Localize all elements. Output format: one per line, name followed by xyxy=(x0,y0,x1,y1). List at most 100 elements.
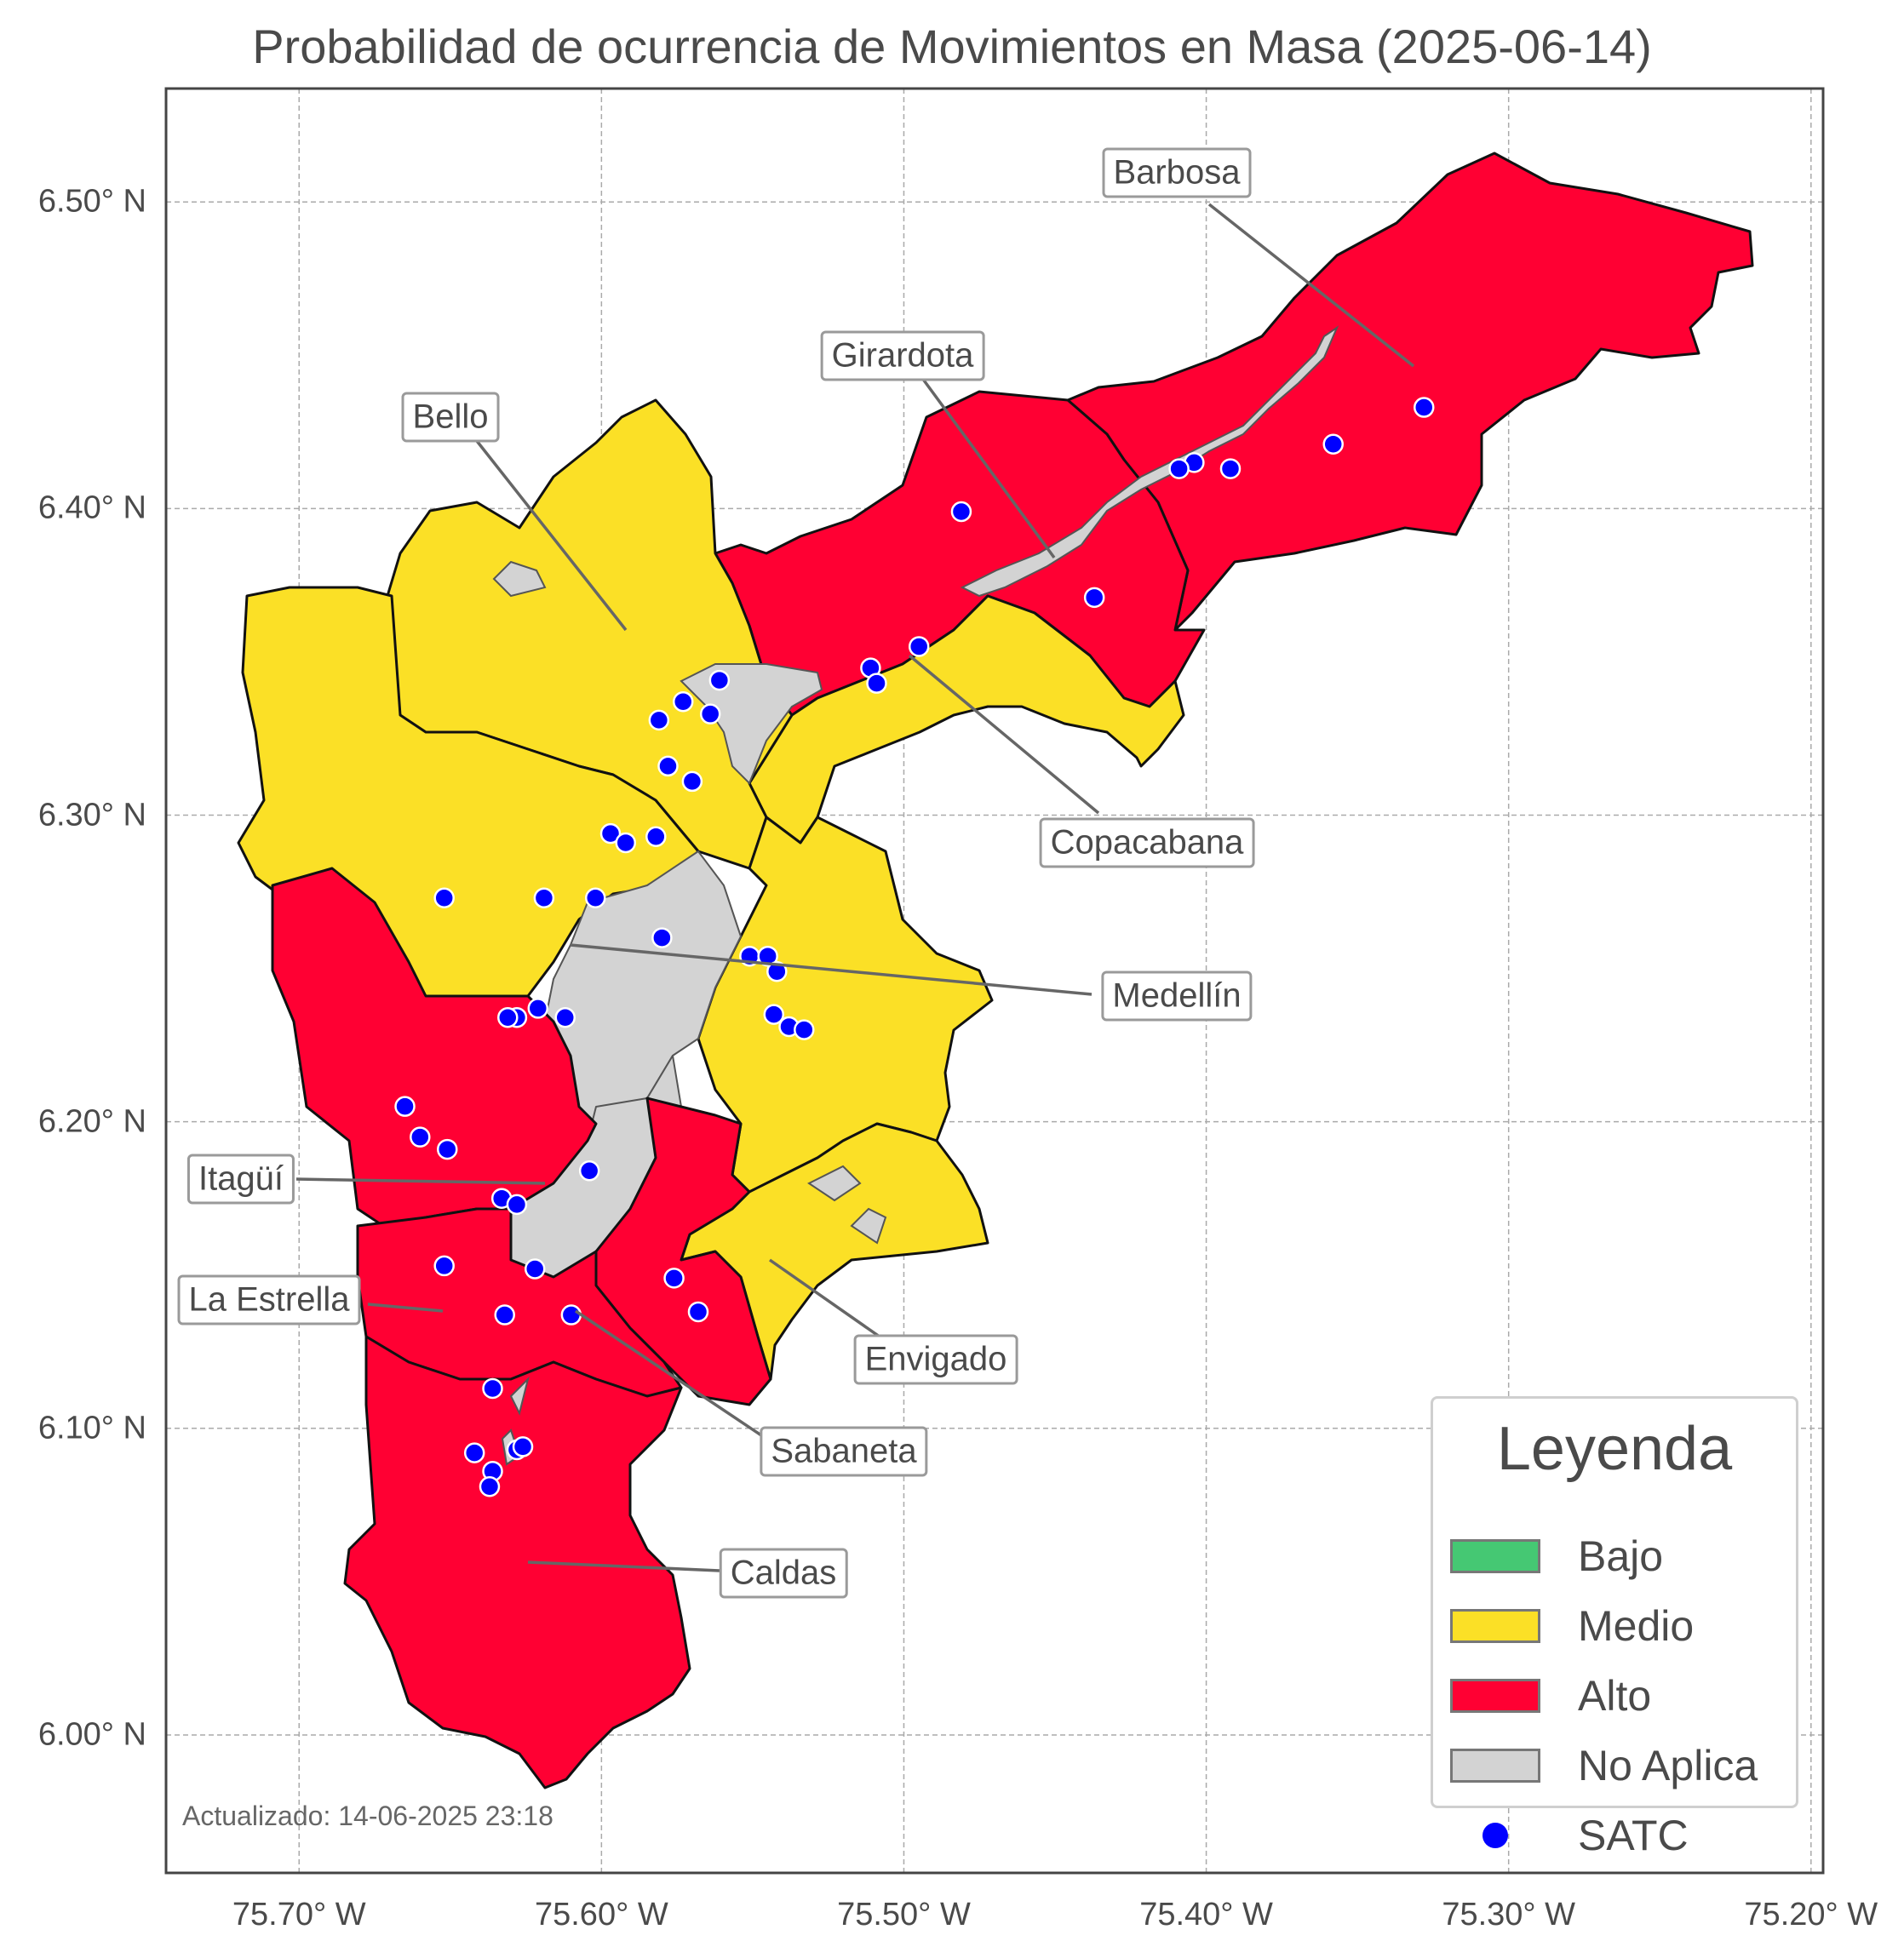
satc-station-marker xyxy=(1168,458,1190,479)
satc-station-marker xyxy=(645,826,667,847)
satc-station-marker xyxy=(433,887,455,909)
satc-station-marker xyxy=(497,1006,519,1028)
region-caldas xyxy=(343,1335,691,1789)
legend-swatch-no-aplica xyxy=(1450,1749,1540,1783)
region-copacabana xyxy=(748,594,1185,845)
region-itagui xyxy=(271,867,598,1228)
satc-station-marker xyxy=(1322,433,1344,455)
satc-station-marker xyxy=(585,887,606,909)
label-la-estrella: La Estrella xyxy=(177,1274,361,1325)
satc-station-marker xyxy=(482,1377,503,1400)
satc-station-marker xyxy=(554,1006,576,1028)
satc-station-marker xyxy=(578,1160,600,1182)
satc-station-marker xyxy=(599,822,622,845)
legend-label-satc: SATC xyxy=(1578,1812,1689,1859)
satc-station-marker xyxy=(410,1126,431,1148)
map-title: Probabilidad de ocurrencia de Movimiento… xyxy=(252,20,1652,73)
arrow-copacabana xyxy=(908,654,1100,815)
label-copacabana: Copacabana xyxy=(1039,817,1255,868)
x-tick-label: 75.50° W xyxy=(837,1897,971,1932)
arrow-envigado xyxy=(768,1258,887,1343)
legend-title: Leyenda xyxy=(1496,1415,1733,1483)
y-tick-label: 6.30° N xyxy=(37,797,146,833)
region-medellin-east xyxy=(697,816,994,1194)
updated-timestamp: Actualizado: 14-06-2025 23:18 xyxy=(182,1801,553,1831)
legend-label-bajo: Bajo xyxy=(1578,1532,1664,1580)
label-envigado: Envigado xyxy=(853,1334,1018,1385)
y-tick-label: 6.20° N xyxy=(37,1103,146,1140)
satc-station-marker xyxy=(699,703,721,724)
label-itagui: Itagüí xyxy=(186,1154,295,1205)
legend-dot-satc xyxy=(1482,1823,1508,1848)
region-barbosa xyxy=(1066,152,1754,632)
satc-station-marker xyxy=(908,636,930,657)
legend-item-medio: Medio xyxy=(1433,1596,1796,1656)
satc-station-marker xyxy=(687,1301,709,1323)
satc-station-marker xyxy=(506,1194,528,1216)
satc-station-marker xyxy=(615,832,637,854)
legend-swatch-bajo xyxy=(1450,1539,1540,1573)
plot-frame xyxy=(164,87,1825,1875)
satc-station-marker xyxy=(394,1096,416,1117)
satc-station-marker xyxy=(648,709,670,731)
satc-station-marker xyxy=(1414,397,1435,418)
arrow-itagui xyxy=(295,1177,546,1185)
arrow-bello xyxy=(475,439,628,632)
x-tick-label: 75.70° W xyxy=(232,1897,366,1932)
satc-station-marker xyxy=(763,1004,785,1025)
legend-item-alto: Alto xyxy=(1433,1666,1796,1726)
arrow-caldas xyxy=(527,1560,720,1572)
satc-station-marker xyxy=(437,1138,458,1160)
y-tick-label: 6.10° N xyxy=(37,1410,146,1446)
x-tick-label: 75.40° W xyxy=(1139,1897,1273,1932)
satc-station-marker xyxy=(866,673,887,694)
satc-station-marker xyxy=(681,770,703,793)
label-sabaneta: Sabaneta xyxy=(760,1426,928,1477)
y-tick-label: 6.50° N xyxy=(37,183,146,220)
satc-station-marker xyxy=(524,1258,546,1280)
satc-station-marker xyxy=(533,887,555,909)
arrow-sabaneta xyxy=(575,1309,767,1440)
x-tick-label: 75.60° W xyxy=(534,1897,668,1932)
satc-station-marker xyxy=(512,1436,534,1457)
satc-station-marker xyxy=(527,998,549,1019)
label-caldas: Caldas xyxy=(719,1548,848,1599)
x-tick-label: 75.30° W xyxy=(1442,1897,1576,1932)
satc-station-marker xyxy=(950,501,972,523)
satc-station-marker xyxy=(479,1475,501,1497)
y-tick-label: 6.40° N xyxy=(37,490,146,526)
label-bello: Bello xyxy=(401,392,500,443)
satc-station-marker xyxy=(794,1019,815,1040)
satc-station-marker xyxy=(708,669,731,691)
legend-item-satc: SATC xyxy=(1433,1806,1796,1865)
satc-station-marker xyxy=(463,1442,485,1463)
callout-arrows xyxy=(295,203,1415,1572)
satc-station-marker xyxy=(433,1255,455,1277)
legend: Leyenda Bajo Medio Alto No Aplica SATC xyxy=(1431,1396,1798,1859)
satc-station-marker xyxy=(657,755,679,777)
no-aplica-patches xyxy=(492,325,1339,1466)
legend-swatch-alto xyxy=(1450,1679,1540,1713)
arrow-barbosa xyxy=(1207,203,1415,368)
satc-station-marker xyxy=(672,691,694,713)
label-girardota: Girardota xyxy=(820,330,985,381)
satc-station-marker xyxy=(757,945,778,967)
satc-station-marker xyxy=(663,1268,685,1289)
arrow-medellin xyxy=(570,943,1093,996)
satc-station-marker xyxy=(1219,458,1242,479)
arrow-girardota xyxy=(918,373,1056,559)
y-tick-label: 6.00° N xyxy=(37,1716,146,1753)
label-barbosa: Barbosa xyxy=(1102,147,1252,198)
legend-label-medio: Medio xyxy=(1578,1602,1695,1650)
satc-station-marker xyxy=(651,927,673,948)
legend-item-no-aplica: No Aplica xyxy=(1433,1736,1796,1795)
legend-swatch-medio xyxy=(1450,1609,1540,1643)
legend-label-no-aplica: No Aplica xyxy=(1578,1742,1758,1789)
x-tick-label: 75.20° W xyxy=(1744,1897,1878,1932)
legend-label-alto: Alto xyxy=(1578,1672,1652,1720)
satc-station-marker xyxy=(560,1304,582,1325)
satc-station-marker xyxy=(1083,587,1105,609)
satc-station-marker xyxy=(766,960,788,982)
